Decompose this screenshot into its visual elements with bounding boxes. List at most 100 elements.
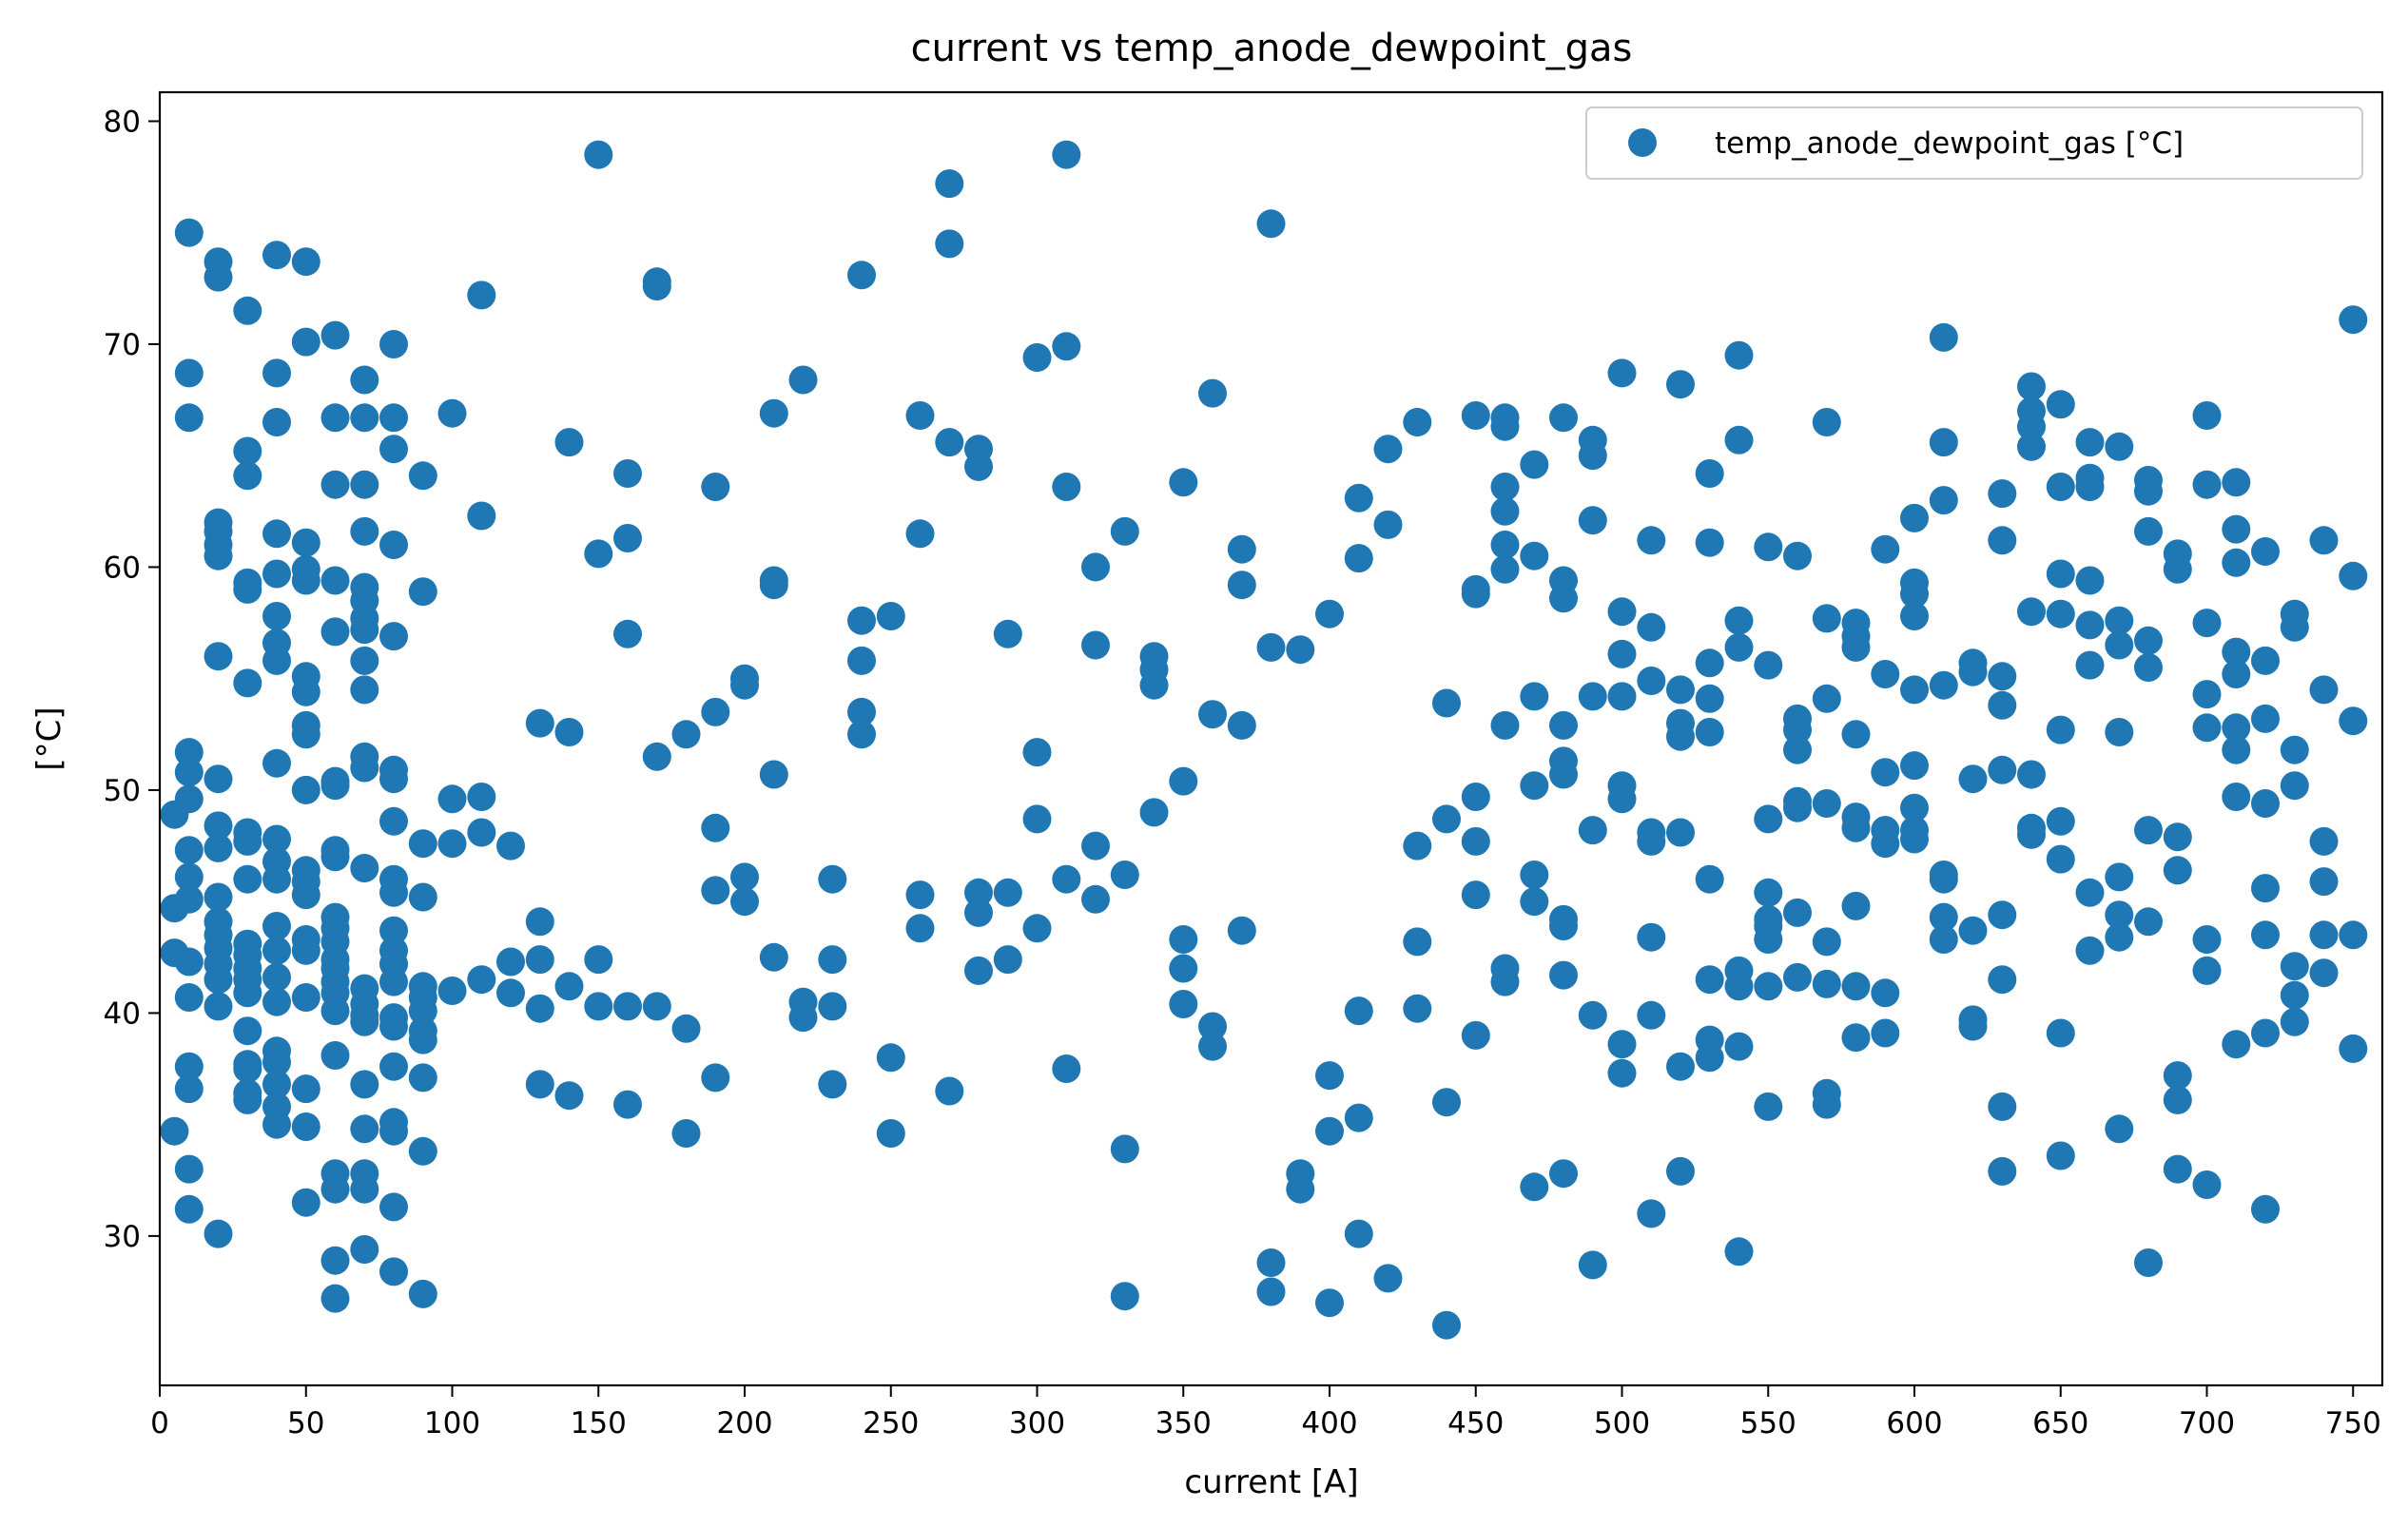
data-point bbox=[1724, 606, 1754, 635]
data-point bbox=[204, 811, 233, 841]
data-point bbox=[1988, 662, 2017, 691]
data-point bbox=[174, 1154, 204, 1184]
data-point bbox=[174, 403, 204, 433]
data-point bbox=[935, 1076, 964, 1106]
data-point bbox=[379, 330, 408, 358]
data-point bbox=[1695, 684, 1724, 713]
data-point bbox=[1812, 927, 1841, 957]
data-point bbox=[1052, 1054, 1081, 1083]
data-point bbox=[701, 697, 730, 726]
data-point bbox=[584, 945, 613, 975]
data-point bbox=[2046, 1018, 2075, 1048]
y-tick-label: 70 bbox=[104, 328, 141, 362]
data-point bbox=[1052, 140, 1081, 169]
data-point bbox=[233, 1016, 262, 1046]
data-point bbox=[818, 1070, 847, 1099]
data-point bbox=[174, 947, 204, 977]
data-point bbox=[818, 945, 847, 975]
data-point bbox=[1549, 960, 1578, 990]
data-point bbox=[847, 646, 876, 675]
data-point bbox=[1900, 675, 1929, 705]
data-point bbox=[1783, 962, 1812, 992]
data-point bbox=[2163, 554, 2192, 584]
data-point bbox=[2222, 713, 2251, 743]
data-point bbox=[1841, 972, 1871, 1001]
data-point bbox=[1461, 880, 1490, 910]
data-point bbox=[408, 1136, 437, 1166]
legend: temp_anode_dewpoint_gas [°C] bbox=[1585, 106, 2363, 180]
data-point bbox=[1403, 927, 1432, 957]
data-point bbox=[1022, 804, 1052, 834]
data-point bbox=[1461, 1020, 1490, 1050]
axes-frame bbox=[158, 90, 2384, 1387]
y-tick-label: 80 bbox=[104, 105, 141, 139]
data-point bbox=[1695, 718, 1724, 746]
data-point bbox=[2134, 907, 2163, 937]
data-point bbox=[1929, 925, 1958, 954]
data-point bbox=[2251, 1018, 2280, 1048]
data-point bbox=[964, 898, 993, 927]
data-point bbox=[1490, 473, 1520, 501]
data-point bbox=[174, 358, 204, 388]
data-point bbox=[935, 169, 964, 199]
data-point bbox=[174, 738, 204, 767]
data-point bbox=[964, 452, 993, 481]
data-point bbox=[993, 619, 1022, 648]
data-point bbox=[2105, 862, 2134, 892]
data-point bbox=[1461, 783, 1490, 811]
data-point bbox=[1403, 994, 1432, 1023]
data-point bbox=[262, 987, 291, 1016]
data-point bbox=[2075, 428, 2105, 457]
data-point bbox=[496, 947, 525, 977]
data-point bbox=[1198, 1032, 1227, 1061]
data-point bbox=[1081, 630, 1110, 660]
data-point bbox=[1988, 755, 2017, 784]
data-point bbox=[2105, 1114, 2134, 1144]
data-point bbox=[2280, 1007, 2309, 1036]
data-point bbox=[1256, 1277, 1286, 1306]
data-point bbox=[1841, 720, 1871, 749]
data-point bbox=[1520, 682, 1549, 711]
data-point bbox=[2339, 305, 2368, 335]
data-point bbox=[350, 1070, 379, 1099]
data-point bbox=[1637, 1199, 1666, 1228]
data-point bbox=[233, 1054, 262, 1083]
data-point bbox=[2222, 548, 2251, 577]
data-point bbox=[262, 519, 291, 549]
data-point bbox=[262, 962, 291, 992]
data-point bbox=[1812, 969, 1841, 998]
data-point bbox=[320, 470, 350, 499]
data-point bbox=[525, 994, 554, 1023]
data-point bbox=[847, 261, 876, 290]
data-point bbox=[1637, 922, 1666, 952]
data-point bbox=[1432, 1088, 1461, 1117]
data-point bbox=[320, 320, 350, 350]
data-point bbox=[467, 965, 496, 995]
data-point bbox=[320, 771, 350, 801]
data-point bbox=[1315, 1061, 1344, 1091]
data-point bbox=[2251, 920, 2280, 950]
data-point bbox=[1373, 435, 1403, 464]
data-point bbox=[350, 516, 379, 546]
data-point bbox=[262, 559, 291, 589]
data-point bbox=[233, 668, 262, 698]
data-point bbox=[964, 956, 993, 985]
data-point bbox=[1841, 632, 1871, 662]
data-point bbox=[2046, 390, 2075, 419]
data-point bbox=[233, 826, 262, 856]
data-point bbox=[1637, 526, 1666, 555]
data-point bbox=[2339, 1034, 2368, 1063]
data-point bbox=[1871, 1018, 1900, 1048]
data-point bbox=[320, 617, 350, 647]
x-tick-label: 50 bbox=[287, 1406, 324, 1441]
data-point bbox=[1607, 682, 1637, 711]
data-point bbox=[2134, 476, 2163, 506]
data-point bbox=[730, 862, 759, 892]
data-point bbox=[2163, 1154, 2192, 1184]
x-tick-label: 700 bbox=[2179, 1406, 2235, 1441]
data-point bbox=[1169, 766, 1198, 796]
data-point bbox=[379, 1192, 408, 1222]
data-point bbox=[1022, 914, 1052, 943]
data-point bbox=[1169, 990, 1198, 1018]
data-point bbox=[759, 398, 788, 428]
